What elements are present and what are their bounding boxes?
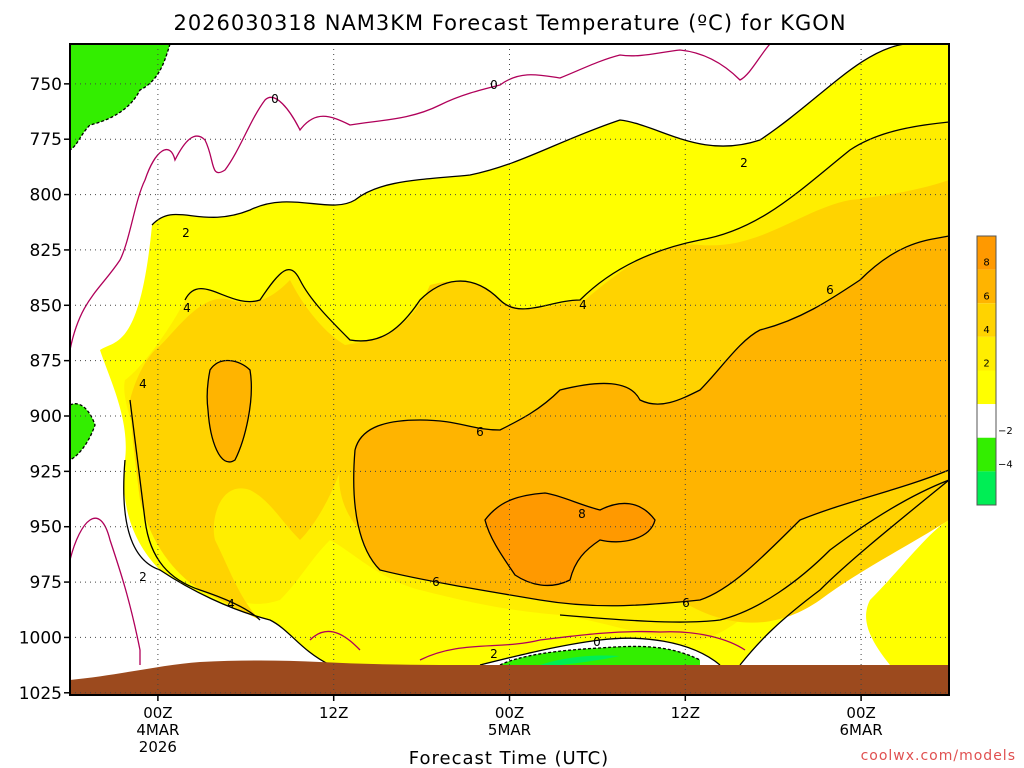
colorbar-bin: [977, 404, 996, 438]
x-tick-label: 6MAR: [840, 721, 883, 739]
colorbar-tick-label: 4: [983, 325, 989, 336]
y-tick-label: 775: [30, 130, 62, 150]
colorbar-frame: [976, 235, 997, 506]
contour-label: 2: [182, 226, 190, 240]
contour-label: 6: [432, 575, 440, 589]
contour-label: 0: [593, 635, 601, 649]
contour-label: 8: [578, 507, 586, 521]
y-tick-label: 950: [30, 518, 62, 538]
contour-0-line: [70, 44, 771, 351]
credit-text: coolwx.com/models: [861, 748, 1016, 764]
contour-label: 6: [476, 425, 484, 439]
y-tick-label: 875: [30, 352, 62, 372]
y-tick-label: 1000: [19, 628, 62, 648]
x-tick-label: 00Z: [846, 704, 875, 722]
y-axis: 750 775 800 825 850 875 900 925 950 975 1000 1025: [19, 75, 70, 704]
contour-label: 4: [227, 597, 235, 611]
contour-label: 0: [490, 78, 498, 92]
contour-label: 6: [682, 596, 690, 610]
y-tick-label: 975: [30, 573, 62, 593]
fill-cold-topleft: [70, 44, 170, 150]
x-tick-label: 00Z: [495, 704, 524, 722]
colorbar-bin: [977, 269, 996, 304]
colorbar-tick-label: 6: [983, 291, 989, 302]
contour-0-line-lower: [70, 517, 746, 665]
fill-8-to-10: [485, 493, 655, 586]
y-tick-label: 925: [30, 462, 62, 482]
colorbar-tick-label: −2: [998, 426, 1013, 437]
colorbar-tick-label: 8: [983, 258, 989, 269]
contour-2-line: [123, 44, 949, 666]
contour-6-line: [206, 235, 949, 607]
colorbar-tick-label: 2: [983, 359, 989, 370]
colorbar: 8 6 4 2 −2 −4: [976, 235, 1013, 506]
chart-title: 2026030318 NAM3KM Forecast Temperature (…: [173, 11, 846, 35]
colorbar-bin: [977, 471, 996, 505]
fill-cold-bottom-core: [540, 655, 620, 665]
colorbar-bin: [977, 370, 996, 405]
contour-label: 4: [579, 298, 587, 312]
colorbar-bin: [977, 336, 996, 371]
contour-label: 0: [271, 92, 279, 106]
temperature-fill-regions: [70, 44, 949, 665]
x-tick-label: 12Z: [671, 704, 700, 722]
ground-terrain: [70, 660, 949, 695]
contour-label: 4: [139, 377, 147, 391]
contour-8-line: [484, 492, 656, 587]
contour-label: 2: [490, 647, 498, 661]
contour-cold-dashed: [70, 44, 701, 666]
contour-label: 6: [826, 283, 834, 297]
colorbar-bin: [977, 236, 996, 270]
contour-labels: 0 0 2 2 4 4 4 6 6 6 6 8 0 2 2 4: [139, 78, 834, 661]
y-tick-label: 900: [30, 407, 62, 427]
contour-lines: [70, 44, 949, 666]
x-tick-label: 5MAR: [488, 721, 531, 739]
y-tick-label: 1025: [19, 684, 62, 704]
x-tick-label: 12Z: [319, 704, 348, 722]
x-tick-label: 2026: [139, 738, 177, 756]
colorbar-bin: [977, 303, 996, 337]
contour-label: 2: [139, 570, 147, 584]
contour-4-line: [129, 121, 949, 623]
colorbar-tick-label: −4: [998, 459, 1013, 470]
y-tick-label: 800: [30, 186, 62, 206]
y-tick-label: 825: [30, 241, 62, 261]
x-axis-label: Forecast Time (UTC): [409, 748, 609, 768]
x-tick-label: 00Z: [143, 704, 172, 722]
fill-6-to-8-blob: [207, 360, 252, 462]
x-tick-label: 4MAR: [136, 721, 179, 739]
y-tick-label: 750: [30, 75, 62, 95]
y-tick-label: 850: [30, 296, 62, 316]
fill-cold-left: [70, 403, 95, 460]
colorbar-bin: [977, 437, 996, 472]
contour-label: 2: [740, 156, 748, 170]
contour-label: 4: [183, 301, 191, 315]
grid-lines: [70, 44, 949, 695]
